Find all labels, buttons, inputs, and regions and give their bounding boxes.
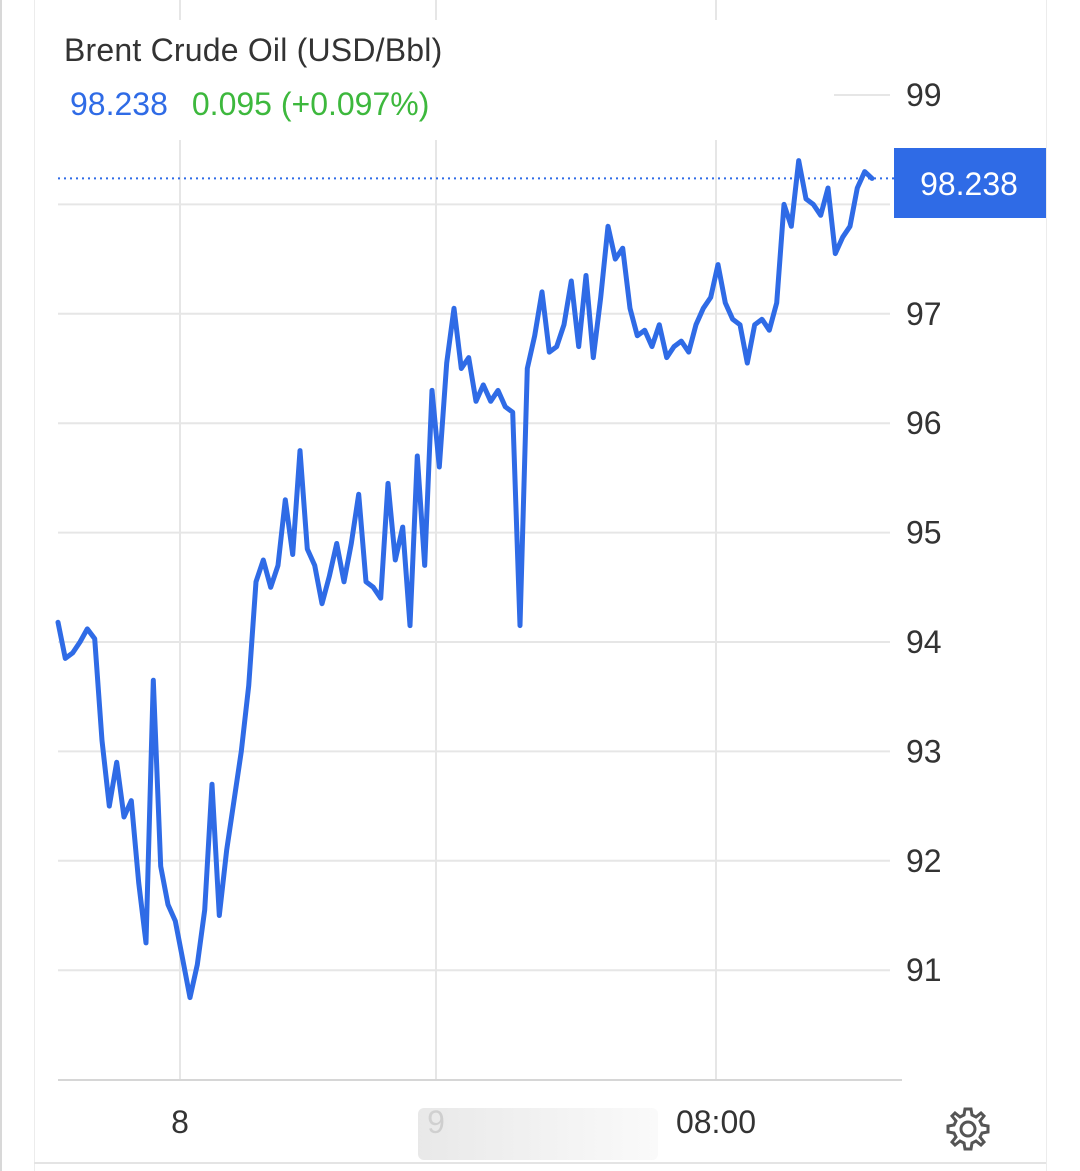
y-tick-label: 95	[906, 515, 942, 551]
left-border	[0, 0, 2, 1171]
panel-border-left	[34, 0, 35, 1171]
y-axis-ticks: 91 92 93 94 95 96 97 99	[906, 77, 942, 988]
y-tick-label: 99	[906, 77, 942, 113]
vertical-grid	[179, 0, 717, 1080]
x-tick-label: 8	[171, 1104, 189, 1140]
price-series-line	[55, 158, 875, 1001]
quote-row: 98.238 0.095 (+0.097%)	[70, 86, 429, 123]
price-change: 0.095 (+0.097%)	[191, 86, 430, 122]
watermark	[418, 1108, 658, 1160]
last-price-badge: 98.238	[894, 148, 1046, 218]
last-price: 98.238	[70, 86, 168, 122]
y-tick-label: 97	[906, 296, 942, 332]
horizontal-grid	[58, 94, 890, 972]
panel-border-right	[1046, 0, 1047, 1171]
y-tick-label: 92	[906, 843, 942, 879]
settings-button[interactable]	[944, 1105, 992, 1153]
y-tick-label: 91	[906, 952, 942, 988]
last-price-badge-label: 98.238	[920, 166, 1018, 202]
y-tick-label: 94	[906, 624, 942, 660]
last-price-badge-bg	[894, 148, 1046, 218]
panel-border-bottom	[34, 1162, 1046, 1164]
y-tick-label: 96	[906, 405, 942, 441]
gear-icon	[946, 1107, 990, 1151]
chart-title: Brent Crude Oil (USD/Bbl)	[64, 32, 443, 68]
x-tick-label: 08:00	[676, 1104, 756, 1140]
y-tick-label: 93	[906, 733, 942, 769]
